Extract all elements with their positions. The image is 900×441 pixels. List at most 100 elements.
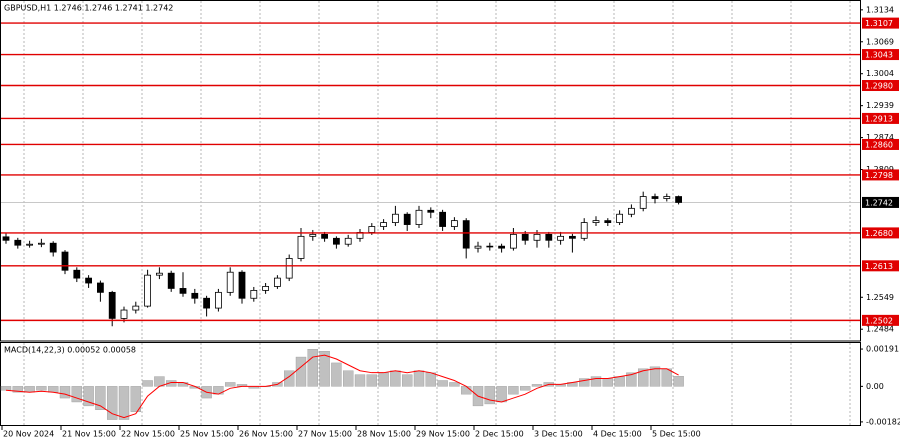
level-tag [862,314,899,326]
candle-body [250,289,258,299]
candle-body [132,305,140,311]
macd-bar [0,386,12,391]
candle-body [321,233,329,239]
candle-body [262,286,270,291]
candle-body [167,272,175,289]
level-label: 1.3043 [865,51,893,60]
candle-body [179,288,187,294]
macd-bar [106,386,118,420]
candle-body [368,226,376,233]
macd-bar [71,386,83,403]
macd-bar [366,374,377,387]
candle-body [309,233,317,237]
macd-bar [390,370,401,387]
candle-body [391,213,399,223]
macd-bar [425,372,436,387]
macd-bar [295,356,307,387]
candle-body [203,297,211,309]
macd-bar [36,386,47,391]
candle-body [580,222,588,239]
macd-bar [413,370,425,387]
candle-body [521,233,529,241]
macd-bar [59,386,71,399]
signal-line [5,354,679,419]
macd-title: MACD(14,22,3) 0.00052 0.00058 [4,346,136,355]
x-tick-label: 20 Nov 2024 [3,430,54,439]
candle-body [344,237,352,245]
x-tick-label: 25 Nov 15:00 [180,430,234,439]
candle-body [285,258,293,279]
macd-bar [213,386,224,395]
candle-body [191,292,199,299]
macd-bar [284,370,295,387]
macd-bar [638,368,649,387]
macd-bar [343,370,354,387]
candle-body [61,251,69,271]
macd-bar [626,372,637,387]
candle-body [675,196,682,203]
macd-bar [602,378,613,387]
candle-body [439,211,447,227]
macd-bar [95,386,106,410]
candle-body [380,222,388,227]
x-tick-label: 27 Nov 15:00 [298,430,352,439]
y-tick-label: 1.3069 [866,37,894,46]
candle-body [663,196,671,199]
candle-body [38,242,45,245]
level-tag [862,169,899,181]
candle-body [49,242,57,253]
macd-bar [224,382,236,387]
candle-body [533,233,541,241]
candle-body [569,235,576,239]
macd-bar [177,382,189,387]
x-tick-label: 3 Dec 15:00 [534,430,583,439]
candle-body [26,243,34,246]
candle-body [144,274,152,307]
x-tick-label: 2 Dec 15:00 [475,430,524,439]
y-tick-label: 0.00 [866,382,884,391]
level-label: 1.2613 [865,262,893,271]
y-tick-label: 1.3134 [866,5,894,14]
level-tag [862,138,899,150]
candle-body [474,245,482,249]
chart-title: GBPUSD,H1 1.2746 1.2746 1.2741 1.2742 [4,4,173,13]
candle-body [214,291,222,309]
candle-body [85,277,92,284]
level-label: 1.2502 [865,316,893,325]
y-tick-label: -0.00182 [866,417,900,426]
macd-bar [83,386,94,407]
macd-bar [378,372,389,387]
x-tick-label: 28 Nov 15:00 [357,430,411,439]
candle-body [97,282,104,293]
y-tick-label: 1.2874 [866,133,894,142]
macd-bar [590,376,602,387]
x-tick-label: 21 Nov 15:00 [62,430,116,439]
macd-bar [331,362,342,387]
level-label: 1.2913 [865,114,893,123]
level-tag [862,49,899,61]
macd-bar [449,382,460,387]
level-label: 1.3107 [865,19,893,28]
candle-body [486,245,494,248]
candle-body [639,196,647,209]
candle-body [616,213,623,223]
macd-bar [496,386,507,403]
macd-bar [24,386,35,393]
level-label: 1.2860 [865,140,893,149]
candle-body [120,309,128,319]
candle-body [226,271,234,293]
macd-bar [354,374,366,387]
x-tick-label: 4 Dec 15:00 [593,430,642,439]
level-tag [862,80,899,92]
x-tick-label: 5 Dec 15:00 [652,430,701,439]
candle-body [545,233,553,241]
level-tag [862,112,899,124]
candle-body [238,271,246,299]
macd-bar [661,368,672,387]
candle-body [332,237,340,245]
candle-body [462,220,470,249]
level-label: 1.2798 [865,171,893,180]
main-frame [0,0,861,342]
macd-bar [118,386,130,420]
